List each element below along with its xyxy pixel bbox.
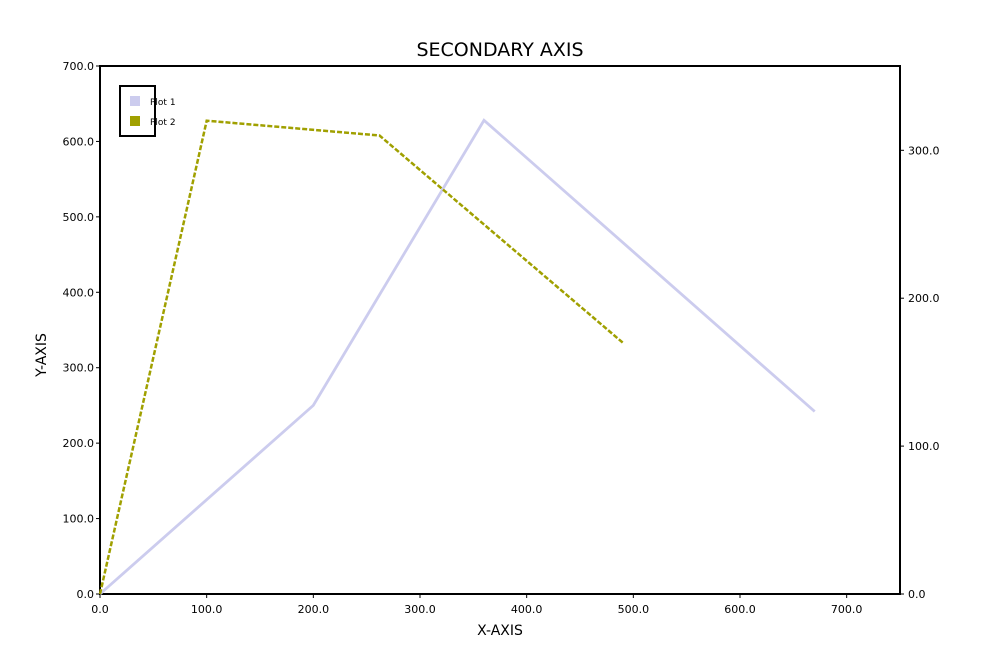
y-axis-left: 0.0 100.0 200.0 300.0 400.0 500.0 600.0 700.0 xyxy=(63,60,100,601)
y-tick-label: 700.0 xyxy=(63,60,95,73)
y-tick-label: 600.0 xyxy=(63,135,95,148)
y-tick-label: 0.0 xyxy=(77,588,95,601)
legend-box xyxy=(119,85,156,137)
legend-swatch-plot-2 xyxy=(130,116,140,126)
y2-tick-label: 0.0 xyxy=(908,588,926,601)
legend-label-plot-1: Plot 1 xyxy=(150,98,176,108)
chart-title: SECONDARY AXIS xyxy=(416,39,583,61)
legend-swatch-plot-1 xyxy=(130,96,140,106)
y-tick-label: 300.0 xyxy=(63,362,95,375)
series-line-plot-1 xyxy=(99,118,816,596)
plot-frame xyxy=(99,65,901,595)
y-tick-label: 400.0 xyxy=(63,286,95,299)
y-axis-right: 0.0 100.0 200.0 300.0 xyxy=(900,144,940,601)
y2-tick-label: 300.0 xyxy=(908,144,940,157)
x-axis: 0.0 100.0 200.0 300.0 400.0 500.0 600.0 700.0 xyxy=(91,594,862,616)
x-tick-label: 400.0 xyxy=(511,603,543,616)
x-axis-title: X-AXIS xyxy=(477,623,523,639)
y2-tick-label: 200.0 xyxy=(908,292,940,305)
x-tick-label: 300.0 xyxy=(404,603,436,616)
series-line-plot-2 xyxy=(98,119,624,595)
x-tick-label: 600.0 xyxy=(724,603,756,616)
y-axis-title: Y-AXIS xyxy=(34,333,50,378)
y-tick-label: 500.0 xyxy=(63,211,95,224)
y2-tick-label: 100.0 xyxy=(908,440,940,453)
x-tick-label: 0.0 xyxy=(91,603,109,616)
series-layer xyxy=(98,118,816,596)
x-tick-label: 200.0 xyxy=(298,603,330,616)
x-tick-label: 100.0 xyxy=(191,603,223,616)
y-tick-label: 100.0 xyxy=(63,513,95,526)
x-tick-label: 500.0 xyxy=(618,603,650,616)
legend-label-plot-2: Plot 2 xyxy=(150,118,176,128)
x-tick-label: 700.0 xyxy=(831,603,863,616)
legend: Plot 1 Plot 2 xyxy=(119,85,176,137)
y-tick-label: 200.0 xyxy=(63,437,95,450)
